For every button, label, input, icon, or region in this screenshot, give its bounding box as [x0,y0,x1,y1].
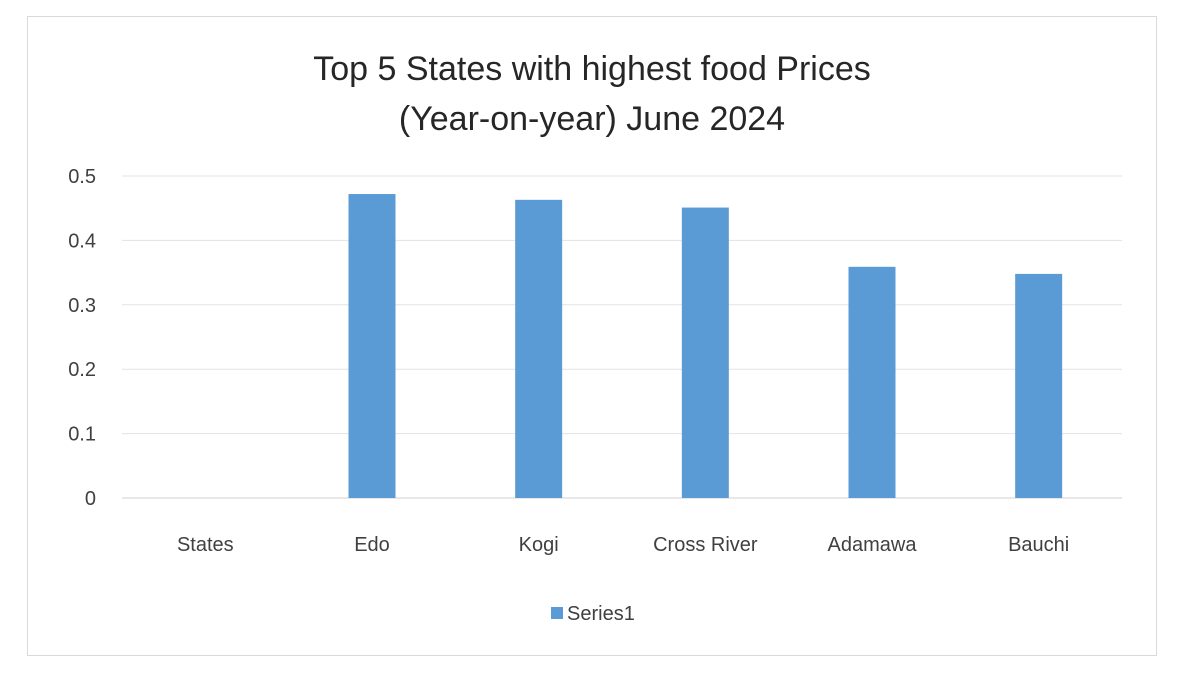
legend: Series1 [551,603,635,625]
chart-frame [27,16,1157,656]
legend-swatch-series1 [551,607,563,619]
legend-label-series1: Series1 [567,603,635,625]
y-tick-label: 0.3 [68,295,96,317]
chart-title: Top 5 States with highest food Prices (Y… [0,44,1184,144]
y-tick-label: 0 [85,488,96,510]
x-category-label: Kogi [519,534,559,556]
x-category-label: Bauchi [1008,534,1069,556]
chart-title-line-1: Top 5 States with highest food Prices [313,50,871,88]
chart-title-line-2: (Year-on-year) June 2024 [398,100,786,138]
bar-bauchi [1015,273,1063,498]
bar-edo [348,194,396,499]
y-tick-label: 0.4 [68,230,96,252]
y-tick-label: 0.1 [68,424,96,446]
y-axis-ticks: 0 0.1 0.2 0.3 0.4 0.5 [68,166,96,510]
x-axis-categories: States Edo Kogi Cross River Adamawa Bauchi [177,534,1069,556]
bar-adamawa [848,266,896,498]
y-tick-label: 0.5 [68,166,96,188]
x-category-label: Cross River [653,534,758,556]
x-category-label: Edo [354,534,390,556]
bar-kogi [515,199,563,498]
bar-cross-river [681,207,729,498]
gridlines [122,175,1122,435]
bars [348,194,1063,499]
y-tick-label: 0.2 [68,359,96,381]
x-category-label: Adamawa [828,534,918,556]
x-category-label: States [177,534,234,556]
